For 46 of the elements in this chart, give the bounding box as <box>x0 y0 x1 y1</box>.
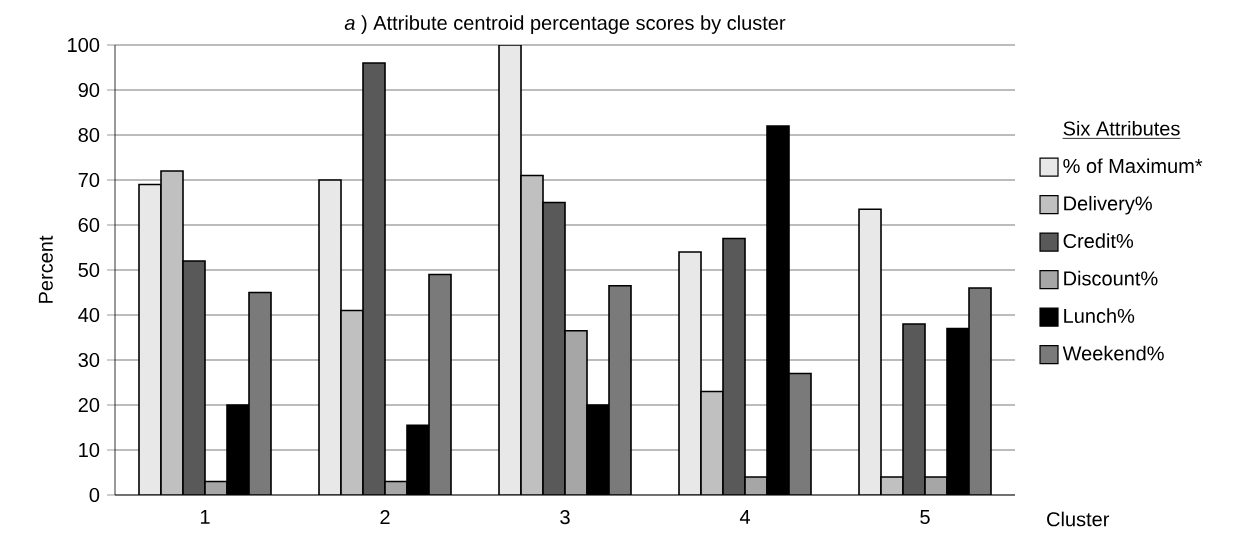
bar <box>318 179 342 495</box>
legend-label: Delivery% <box>1064 195 1152 215</box>
y-tick-label: 80 <box>78 127 100 143</box>
x-axis-title: Cluster <box>1047 511 1110 527</box>
x-tick-label: 4 <box>739 510 750 524</box>
legend-label: % of Maximum* <box>1063 158 1203 174</box>
y-tick-label: 0 <box>89 487 100 503</box>
bar <box>248 291 272 495</box>
bar <box>542 201 566 495</box>
y-tick-label: 10 <box>79 442 100 458</box>
chart-title: a ) Attribute centroid percentage scores by cluster <box>344 15 786 34</box>
bar <box>182 260 206 495</box>
legend-label: Weekend% <box>1062 345 1164 361</box>
bar <box>160 170 184 495</box>
bar <box>428 273 452 495</box>
bar <box>902 323 926 495</box>
y-tick-label: 30 <box>78 352 100 368</box>
bar <box>788 372 812 495</box>
legend-label: Lunch% <box>1064 308 1135 324</box>
legend-label: Discount% <box>1064 270 1158 286</box>
x-tick-label: 2 <box>380 510 390 525</box>
bar <box>722 237 746 495</box>
y-tick-label: 20 <box>78 397 100 413</box>
y-tick-label: 50 <box>78 262 100 278</box>
legend-label: Credit% <box>1063 233 1134 249</box>
legend-title: Six Attributes <box>1063 120 1180 136</box>
y-tick-label: 40 <box>78 307 100 323</box>
bar <box>362 62 386 495</box>
x-tick-label: 3 <box>560 510 570 525</box>
y-tick-label: 70 <box>78 172 100 188</box>
y-axis-title: Percent <box>38 235 53 303</box>
bar <box>340 309 364 495</box>
bar <box>968 287 992 495</box>
y-tick-label: 100 <box>68 37 100 53</box>
x-tick-label: 1 <box>200 510 210 524</box>
bar <box>498 45 522 495</box>
y-tick-label: 60 <box>78 217 100 233</box>
bar <box>564 329 588 495</box>
y-tick-label: 90 <box>78 82 100 98</box>
bar <box>858 208 882 495</box>
bar <box>608 284 632 495</box>
bar <box>520 174 544 495</box>
bar <box>700 390 724 495</box>
x-tick-label: 5 <box>920 510 930 525</box>
bar <box>678 251 702 495</box>
bar <box>138 183 162 495</box>
